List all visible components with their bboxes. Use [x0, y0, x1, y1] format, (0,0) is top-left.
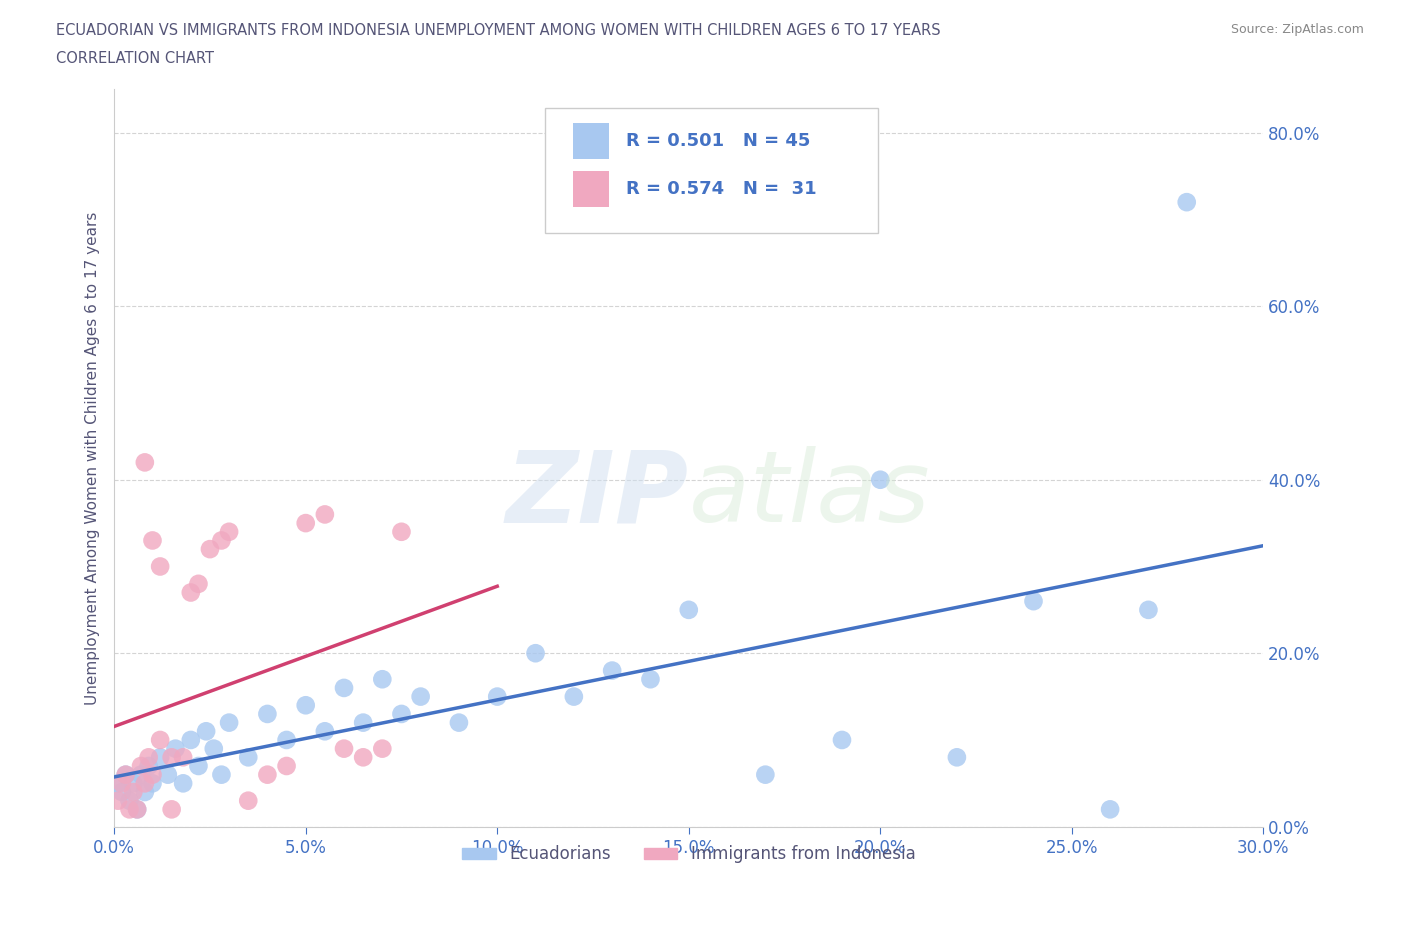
Point [640, 671, 662, 686]
Point [524, 645, 547, 660]
Point [486, 689, 509, 704]
Point [127, 802, 149, 817]
Point [122, 785, 145, 800]
Point [149, 559, 172, 574]
Point [187, 759, 209, 774]
Point [256, 707, 278, 722]
Point [1175, 194, 1198, 209]
Point [256, 767, 278, 782]
Text: Source: ZipAtlas.com: Source: ZipAtlas.com [1230, 23, 1364, 36]
Point [165, 741, 187, 756]
Point [276, 733, 298, 748]
Point [187, 577, 209, 591]
Point [134, 776, 156, 790]
Point [209, 767, 232, 782]
Point [118, 802, 141, 817]
Point [202, 741, 225, 756]
Point [172, 776, 194, 790]
Point [678, 603, 700, 618]
Point [1099, 802, 1122, 817]
Text: R = 0.501   N = 45: R = 0.501 N = 45 [626, 132, 810, 150]
Point [218, 525, 240, 539]
Point [754, 767, 776, 782]
Point [333, 741, 356, 756]
Point [352, 715, 374, 730]
Point [294, 515, 316, 530]
Text: ECUADORIAN VS IMMIGRANTS FROM INDONESIA UNEMPLOYMENT AMONG WOMEN WITH CHILDREN A: ECUADORIAN VS IMMIGRANTS FROM INDONESIA … [56, 23, 941, 38]
FancyBboxPatch shape [572, 123, 609, 159]
Point [209, 533, 232, 548]
Point [141, 533, 163, 548]
Point [138, 750, 160, 764]
Point [869, 472, 891, 487]
Point [1137, 603, 1160, 618]
Text: atlas: atlas [689, 446, 931, 543]
Legend: Ecuadorians, Immigrants from Indonesia: Ecuadorians, Immigrants from Indonesia [456, 839, 922, 870]
Point [180, 733, 202, 748]
Point [149, 750, 172, 764]
Point [138, 759, 160, 774]
Point [129, 767, 152, 782]
Point [946, 750, 969, 764]
Point [371, 741, 394, 756]
Point [198, 541, 221, 556]
Point [391, 525, 413, 539]
Point [149, 733, 172, 748]
Point [134, 455, 156, 470]
Point [333, 681, 356, 696]
Point [409, 689, 432, 704]
Point [447, 715, 470, 730]
Text: R = 0.574   N =  31: R = 0.574 N = 31 [626, 179, 817, 198]
Point [195, 724, 218, 738]
Point [114, 767, 136, 782]
Point [180, 585, 202, 600]
Point [352, 750, 374, 764]
Point [107, 776, 129, 790]
Point [1022, 593, 1045, 608]
Point [160, 750, 183, 764]
Point [129, 759, 152, 774]
Point [831, 733, 853, 748]
Point [562, 689, 585, 704]
Point [160, 802, 183, 817]
Point [118, 793, 141, 808]
Point [391, 707, 413, 722]
Point [134, 785, 156, 800]
Point [371, 671, 394, 686]
Point [122, 776, 145, 790]
FancyBboxPatch shape [572, 170, 609, 207]
Point [111, 776, 134, 790]
FancyBboxPatch shape [546, 108, 879, 233]
Point [141, 776, 163, 790]
Point [314, 724, 336, 738]
Point [156, 767, 179, 782]
Point [276, 759, 298, 774]
Point [294, 698, 316, 712]
Point [314, 507, 336, 522]
Point [127, 802, 149, 817]
Point [172, 750, 194, 764]
Text: ZIP: ZIP [506, 446, 689, 543]
Point [107, 793, 129, 808]
Text: CORRELATION CHART: CORRELATION CHART [56, 51, 214, 66]
Point [218, 715, 240, 730]
Point [111, 785, 134, 800]
Point [238, 793, 260, 808]
Point [114, 767, 136, 782]
Point [141, 767, 163, 782]
Point [600, 663, 623, 678]
Y-axis label: Unemployment Among Women with Children Ages 6 to 17 years: Unemployment Among Women with Children A… [86, 211, 100, 705]
Point [238, 750, 260, 764]
